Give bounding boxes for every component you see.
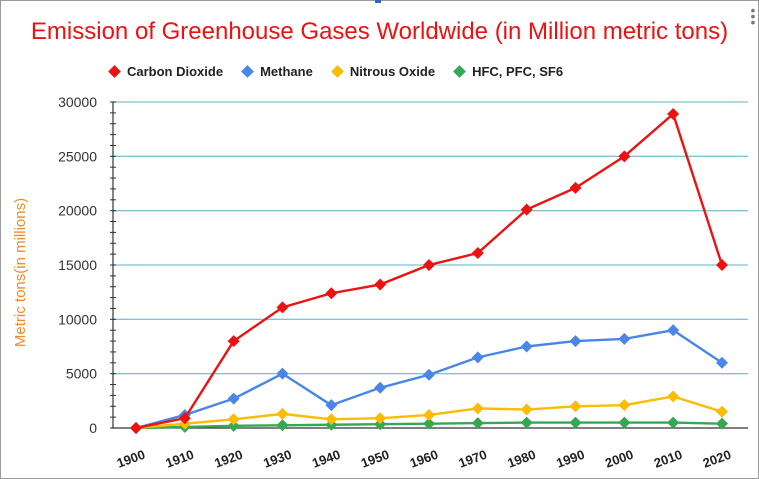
data-point-methane (667, 324, 680, 337)
data-point-methane (423, 368, 435, 381)
x-tick-label: 1930 (261, 447, 293, 471)
x-tick-label: 1980 (505, 447, 537, 471)
data-point-nitrous-oxide (667, 390, 680, 403)
data-point-carbon-dioxide (374, 278, 387, 291)
data-point-carbon-dioxide (716, 259, 728, 271)
legend-label: HFC, PFC, SF6 (472, 63, 564, 79)
legend-label: Methane (260, 63, 313, 79)
more-options-icon[interactable]: • • • (750, 2, 756, 30)
data-point-methane (618, 332, 631, 345)
legend-label: Carbon Dioxide (127, 63, 224, 79)
data-point-carbon-dioxide (667, 107, 680, 120)
data-point-hfc-pfc-sf6 (667, 416, 680, 429)
data-point-methane (227, 392, 240, 405)
x-tick-label: 2010 (652, 447, 684, 471)
y-axis-label: Metric tons(in millions) (11, 197, 29, 347)
legend-item[interactable]: Nitrous Oxide (330, 63, 436, 79)
y-tick-label: 5000 (66, 366, 97, 382)
data-point-carbon-dioxide (569, 181, 582, 194)
legend-item[interactable]: Methane (241, 63, 313, 79)
x-tick-label: 1990 (554, 447, 586, 471)
x-tick-label: 2000 (603, 447, 635, 471)
data-point-methane (325, 399, 338, 412)
y-tick-label: 15000 (58, 257, 97, 273)
data-point-methane (374, 381, 387, 394)
data-point-nitrous-oxide (569, 400, 582, 413)
y-tick-label: 30000 (58, 94, 97, 110)
data-point-hfc-pfc-sf6 (716, 417, 728, 430)
data-point-nitrous-oxide (374, 412, 387, 425)
data-point-methane (569, 335, 582, 348)
x-tick-label: 1950 (359, 447, 391, 471)
data-point-nitrous-oxide (325, 413, 338, 426)
data-point-carbon-dioxide (520, 203, 533, 216)
data-point-carbon-dioxide (423, 259, 435, 271)
x-tick-label: 2020 (701, 447, 733, 471)
data-point-carbon-dioxide (130, 422, 142, 434)
data-point-nitrous-oxide (423, 408, 435, 421)
data-point-carbon-dioxide (227, 335, 240, 348)
data-point-hfc-pfc-sf6 (520, 416, 533, 429)
data-point-nitrous-oxide (716, 405, 728, 418)
data-point-hfc-pfc-sf6 (276, 419, 289, 432)
x-tick-label: 1920 (212, 447, 244, 471)
x-tick-label: 1970 (457, 447, 489, 471)
data-point-methane (716, 356, 728, 369)
x-tick-label: 1910 (164, 447, 196, 471)
y-tick-label: 0 (89, 420, 97, 436)
data-point-nitrous-oxide (227, 413, 240, 426)
data-point-carbon-dioxide (178, 412, 191, 425)
y-tick-label: 25000 (58, 148, 97, 164)
data-point-carbon-dioxide (276, 301, 289, 314)
legend-label: Nitrous Oxide (349, 63, 436, 79)
data-point-hfc-pfc-sf6 (423, 417, 435, 430)
data-point-hfc-pfc-sf6 (569, 416, 582, 429)
legend-item[interactable]: HFC, PFC, SF6 (453, 63, 564, 79)
data-point-methane (471, 351, 484, 364)
top-accent-mark (375, 0, 381, 3)
chart-title: Emission of Greenhouse Gases Worldwide (… (30, 18, 729, 45)
data-point-nitrous-oxide (276, 407, 289, 420)
data-point-methane (520, 340, 533, 353)
x-tick-label: 1900 (115, 447, 147, 471)
data-point-methane (276, 367, 289, 380)
data-point-hfc-pfc-sf6 (618, 416, 631, 429)
data-point-carbon-dioxide (471, 247, 484, 260)
legend-item[interactable]: Carbon Dioxide (108, 63, 224, 79)
x-tick-label: 1960 (408, 447, 440, 471)
y-tick-label: 20000 (58, 203, 97, 219)
data-point-carbon-dioxide (618, 150, 631, 163)
y-tick-label: 10000 (58, 311, 97, 327)
x-tick-label: 1940 (310, 447, 342, 471)
data-point-hfc-pfc-sf6 (471, 417, 484, 430)
data-point-hfc-pfc-sf6 (227, 419, 240, 432)
data-point-nitrous-oxide (471, 402, 484, 415)
chart-legend: Carbon Dioxide Methane Nitrous Oxide HFC… (108, 62, 564, 80)
data-point-carbon-dioxide (325, 287, 338, 300)
data-point-nitrous-oxide (618, 399, 631, 412)
data-point-nitrous-oxide (520, 403, 533, 416)
